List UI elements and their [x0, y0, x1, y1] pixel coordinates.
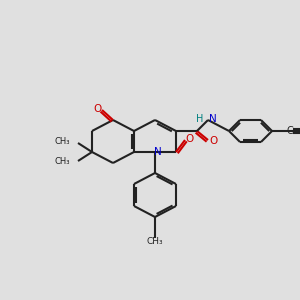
- Text: O: O: [186, 134, 194, 144]
- Text: N: N: [209, 114, 217, 124]
- Text: N: N: [154, 147, 162, 157]
- Text: CH₃: CH₃: [55, 137, 70, 146]
- Text: CH₃: CH₃: [147, 238, 163, 247]
- Text: O: O: [209, 136, 217, 146]
- Text: O: O: [93, 104, 101, 114]
- Text: CH₃: CH₃: [55, 158, 70, 166]
- Text: H: H: [196, 114, 203, 124]
- Text: C: C: [286, 126, 293, 136]
